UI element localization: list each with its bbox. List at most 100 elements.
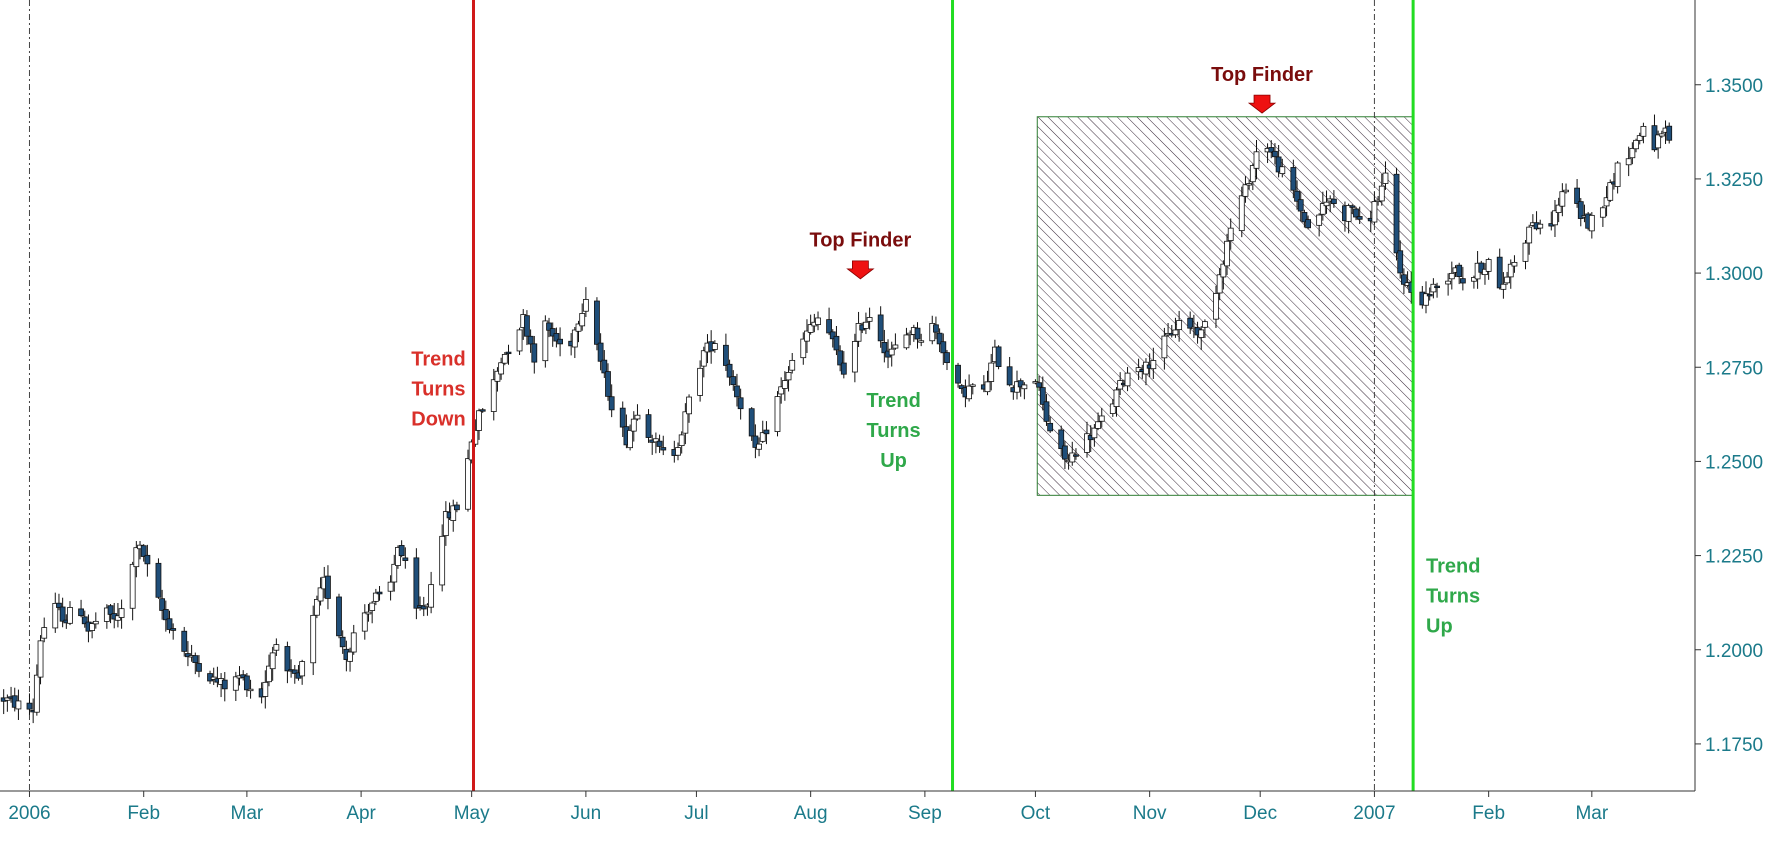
candle <box>1253 139 1260 180</box>
candle <box>730 370 737 391</box>
candle-body <box>542 320 549 362</box>
candle <box>546 317 552 338</box>
candle <box>155 558 162 599</box>
candle <box>339 630 346 654</box>
candle-body <box>936 332 943 345</box>
candle-body <box>1577 201 1584 219</box>
x-tick-label: Dec <box>1243 803 1277 824</box>
candle <box>944 349 950 371</box>
candle <box>1448 261 1455 290</box>
y-tick-label: 1.3250 <box>1705 170 1763 191</box>
x-tick-label: Oct <box>1021 803 1051 824</box>
candle <box>866 307 873 330</box>
candle <box>170 623 177 640</box>
candle-body <box>1504 276 1510 284</box>
candle <box>1323 190 1330 214</box>
candle-body <box>1522 242 1529 262</box>
candle-body <box>984 381 991 393</box>
candle-body <box>369 602 376 611</box>
x-tick-label: Mar <box>1575 803 1608 824</box>
candle-body <box>479 409 486 412</box>
candle <box>605 363 611 401</box>
candle-body <box>26 702 33 710</box>
candle <box>1434 282 1440 298</box>
candle-body <box>737 397 744 410</box>
candle <box>325 565 331 610</box>
candle-body <box>339 636 346 648</box>
candle <box>1563 183 1569 194</box>
candle <box>1039 376 1046 411</box>
candle-body <box>594 300 600 345</box>
candle <box>1559 183 1566 217</box>
candle <box>37 635 44 685</box>
annotation-text: Up <box>880 450 907 472</box>
candle <box>1109 399 1116 417</box>
candle <box>1636 132 1643 145</box>
candle-body <box>1272 150 1278 158</box>
candle-body <box>92 620 99 625</box>
candle <box>273 638 280 656</box>
trend-turns-up-annotation: Trend Turns Up <box>1426 556 1480 638</box>
candle <box>1496 248 1503 290</box>
candle <box>365 603 372 622</box>
trend-turns-down-annotation: Trend Turns Down <box>411 348 465 430</box>
y-tick-label: 1.2000 <box>1705 641 1763 662</box>
candle-body <box>608 396 615 411</box>
candle-body <box>1423 293 1429 306</box>
candle <box>4 694 11 712</box>
candle-body <box>243 675 250 691</box>
x-tick-label: Jun <box>571 803 602 824</box>
candle <box>634 404 641 421</box>
candle <box>420 596 427 617</box>
candle-body <box>266 665 272 683</box>
candle <box>1522 239 1529 270</box>
candle-body <box>1268 147 1275 153</box>
year-separators <box>28 0 1375 791</box>
candle-body <box>350 632 357 653</box>
candle-body <box>789 359 796 371</box>
candle-body <box>262 681 269 697</box>
candle-body <box>442 511 449 537</box>
candle-body <box>284 646 291 672</box>
candle <box>1640 122 1647 144</box>
candle <box>1349 204 1356 215</box>
candle <box>1588 212 1595 239</box>
candle <box>1249 163 1256 191</box>
candle-body <box>892 344 899 349</box>
candle <box>1279 158 1286 178</box>
candle <box>221 672 228 702</box>
candle-body <box>37 640 44 678</box>
candle <box>549 322 556 347</box>
candle <box>619 401 626 437</box>
candle-body <box>159 598 166 611</box>
annotation-text: Trend <box>411 348 465 370</box>
candle <box>748 407 755 441</box>
candle <box>262 670 269 709</box>
candle-body <box>476 410 482 431</box>
candle <box>1294 180 1300 210</box>
candle-body <box>1666 125 1673 141</box>
candle <box>988 353 995 391</box>
candle <box>524 310 530 346</box>
candle <box>15 689 22 720</box>
candle <box>1445 273 1452 296</box>
candle-body <box>756 443 762 450</box>
candle <box>918 333 925 347</box>
candle-body <box>115 615 121 621</box>
candle-body <box>933 324 939 333</box>
candle-body <box>299 661 306 677</box>
hatched-zone <box>1036 116 1414 496</box>
candle <box>542 315 549 368</box>
candle-body <box>1430 283 1437 293</box>
candle-body <box>516 329 523 352</box>
candle-body <box>888 348 895 356</box>
candle-body <box>958 385 965 390</box>
candle-body <box>52 602 59 629</box>
candle-body <box>439 535 446 586</box>
candle-body <box>634 414 641 420</box>
candle-body <box>682 411 689 434</box>
candle <box>969 383 976 395</box>
candle-body <box>866 317 873 322</box>
candle-body <box>1279 166 1286 174</box>
candle-body <box>804 330 810 342</box>
